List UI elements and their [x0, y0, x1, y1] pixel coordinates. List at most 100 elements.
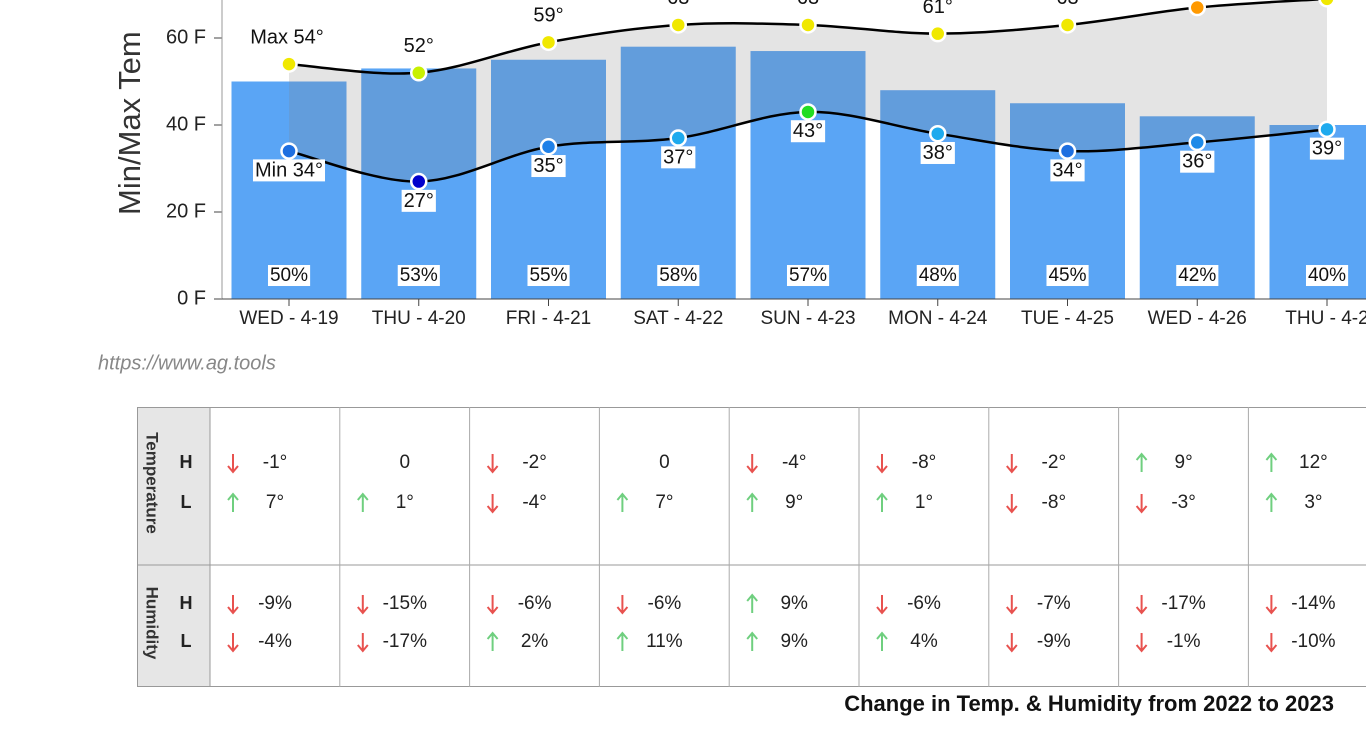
arrow-down-icon: [1135, 633, 1148, 653]
change-value: -4°: [782, 452, 807, 473]
arrow-down-icon: [876, 454, 888, 474]
arrow-down-icon: [357, 633, 369, 653]
arrow-up-icon: [1265, 452, 1278, 472]
change-value: 4%: [910, 631, 938, 652]
min-temp-label: Min 34°: [255, 159, 323, 181]
arrow-up-icon: [1135, 452, 1148, 472]
change-value: -6%: [907, 593, 941, 614]
change-value: -1°: [263, 452, 288, 473]
max-temp-label: 63: [797, 0, 819, 9]
change-value: -6%: [648, 593, 682, 614]
max-temp-point: [799, 16, 817, 34]
group-header-column: [137, 407, 211, 687]
arrow-up-icon: [746, 631, 758, 651]
source-link: https://www.ag.tools: [98, 352, 276, 374]
row-label: L: [181, 492, 192, 512]
max-temp-label: 63: [1056, 0, 1078, 9]
change-value: 3°: [1304, 492, 1322, 513]
label-background: [657, 265, 700, 287]
change-value: -8°: [1042, 492, 1067, 513]
max-temp-point: [410, 64, 428, 82]
min-temp-label: 27°: [404, 190, 434, 212]
min-temp-point: [669, 129, 687, 147]
max-temp-point: [929, 24, 947, 43]
change-value: 11%: [646, 631, 683, 652]
label-background: [920, 141, 955, 164]
label-background: [1050, 159, 1085, 182]
arrow-down-icon: [876, 595, 888, 615]
min-temp-label: 36°: [1182, 151, 1212, 173]
min-temp-label: 35°: [533, 155, 563, 177]
arrow-down-icon: [1265, 595, 1278, 615]
arrow-up-icon: [616, 492, 629, 512]
x-tick-label: SUN - 4-23: [760, 308, 855, 329]
max-temp-point: [1188, 0, 1206, 17]
max-temp-label: 63: [667, 0, 689, 9]
min-temp-label: 34°: [1052, 159, 1082, 181]
min-temp-label: 39°: [1312, 138, 1342, 160]
arrow-down-icon: [486, 454, 499, 474]
arrow-down-icon: [486, 595, 499, 615]
min-temp-point: [799, 103, 817, 121]
row-label: H: [180, 593, 193, 613]
arrow-down-icon: [486, 494, 499, 514]
min-temp-point: [929, 124, 947, 143]
arrow-down-icon: [1006, 494, 1018, 514]
x-tick-label: SAT - 4-22: [633, 308, 723, 329]
arrow-down-icon: [616, 595, 629, 615]
humidity-bar: [750, 51, 866, 299]
change-value: -6%: [518, 593, 552, 614]
min-temp-point: [1058, 142, 1077, 160]
arrow-up-icon: [227, 492, 239, 512]
x-tick-label: WED - 4-19: [239, 308, 338, 329]
table-caption: Change in Temp. & Humidity from 2022 to …: [844, 691, 1334, 716]
arrow-up-icon: [357, 492, 369, 512]
y-tick-label: 20 F: [166, 200, 206, 222]
y-tick-label: 0 F: [177, 287, 206, 309]
change-value: 9°: [785, 492, 803, 513]
humidity-bar: [231, 81, 347, 299]
humidity-label: 48%: [919, 265, 957, 286]
change-value: -9%: [258, 593, 292, 614]
label-background: [267, 265, 311, 287]
arrow-up-icon: [876, 492, 888, 512]
min-temp-point: [280, 142, 298, 160]
label-background: [786, 265, 830, 287]
change-value: -10%: [1291, 631, 1335, 652]
change-value: -14%: [1291, 593, 1335, 614]
label-background: [401, 189, 436, 212]
group-label: Humidity: [143, 587, 162, 660]
change-value: -3°: [1171, 492, 1196, 513]
min-temp-point: [1188, 133, 1206, 152]
arrow-down-icon: [1135, 595, 1148, 615]
humidity-label: 42%: [1178, 265, 1216, 286]
humidity-label: 53%: [400, 265, 438, 286]
change-value: -1%: [1167, 631, 1201, 652]
arrow-up-icon: [486, 631, 499, 651]
change-value: 9%: [780, 593, 808, 614]
arrow-down-icon: [1265, 633, 1278, 653]
change-value: -8°: [912, 452, 937, 473]
label-background: [397, 265, 440, 287]
arrow-up-icon: [876, 631, 888, 651]
change-value: 1°: [396, 492, 414, 513]
arrow-down-icon: [1006, 454, 1018, 474]
max-temp-point: [539, 33, 558, 52]
change-value: 2%: [521, 631, 549, 652]
x-tick-label: THU - 4-20: [372, 308, 466, 329]
humidity-label: 45%: [1048, 265, 1086, 286]
plot: 0 F 20 F 40 F 60 F WED - 4-19 THU - 4-20 FRI -…: [166, 0, 1366, 329]
arrow-down-icon: [1006, 633, 1018, 653]
change-value: 9°: [1175, 452, 1193, 473]
label-background: [1046, 265, 1089, 287]
change-value: 9%: [780, 631, 808, 652]
min-temp-label: 38°: [923, 142, 953, 164]
arrow-down-icon: [227, 633, 239, 653]
humidity-label: 58%: [659, 265, 697, 286]
change-value: -15%: [383, 593, 427, 614]
x-tick-label: TUE - 4-25: [1021, 308, 1114, 329]
label-background: [916, 265, 959, 287]
humidity-label: 57%: [789, 265, 827, 286]
humidity-label: 55%: [529, 265, 567, 286]
